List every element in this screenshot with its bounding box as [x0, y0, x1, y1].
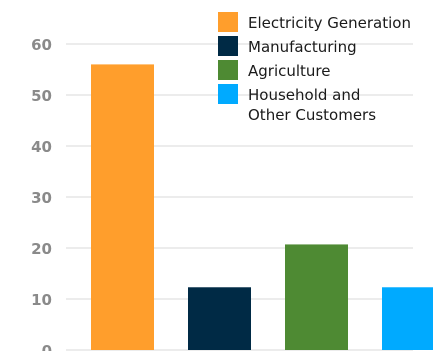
y-tick-label: 50 [31, 87, 52, 105]
legend-swatch [218, 60, 238, 80]
bars [91, 64, 433, 351]
bar [188, 287, 251, 350]
legend-swatch [218, 36, 238, 56]
bar [91, 64, 154, 351]
legend-label: Other Customers [248, 106, 376, 124]
legend-label: Manufacturing [248, 38, 357, 56]
y-tick-label: 30 [31, 189, 52, 207]
legend-label: Electricity Generation [248, 14, 411, 32]
legend: Electricity Generation Manufacturing Agric… [218, 12, 411, 124]
y-tick-label: 10 [31, 291, 52, 309]
y-tick-label: 20 [31, 240, 52, 258]
y-axis-ticks: 0 10 20 30 40 50 60 [31, 36, 52, 351]
y-tick-label: 60 [31, 36, 52, 54]
legend-swatch [218, 84, 238, 104]
y-tick-label: 40 [31, 138, 52, 156]
legend-label: Household and [248, 86, 360, 104]
bar [285, 244, 348, 350]
y-tick-label: 0 [42, 342, 52, 351]
bar [382, 287, 433, 350]
legend-swatch [218, 12, 238, 32]
legend-label: Agriculture [248, 62, 331, 80]
